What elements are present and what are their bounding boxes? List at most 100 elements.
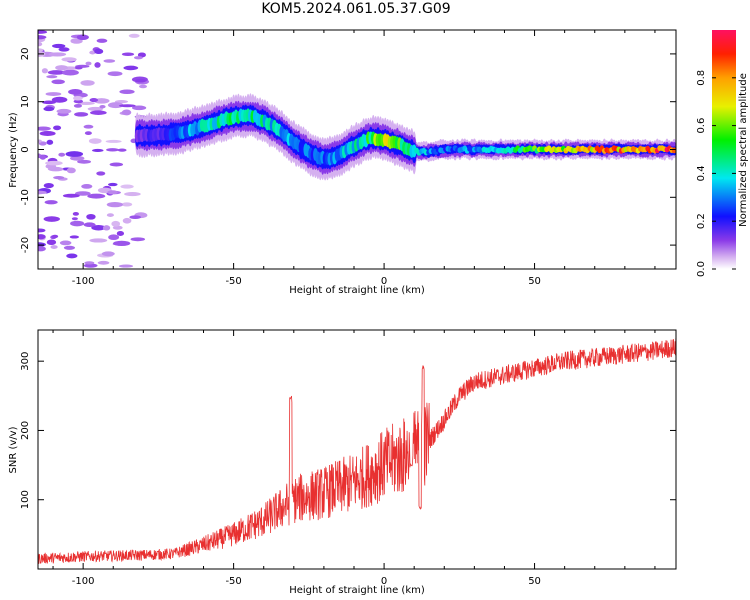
- colorbar-tick-label: 0.2: [696, 213, 707, 229]
- noise-blob: [61, 57, 77, 62]
- snr-x-tick-label: -100: [72, 576, 95, 587]
- noise-blob: [38, 30, 48, 34]
- noise-blob: [84, 131, 92, 136]
- noise-blob: [116, 231, 125, 237]
- noise-blob: [38, 139, 42, 143]
- noise-blob: [43, 216, 60, 222]
- noise-blob: [38, 190, 47, 195]
- noise-blob: [71, 217, 78, 221]
- noise-blob: [38, 228, 46, 233]
- noise-blob: [89, 238, 108, 243]
- snr-y-tick-label: 300: [20, 352, 31, 371]
- snr-axes: -100 -50 0 50 100 200 300: [20, 330, 676, 587]
- noise-blob: [122, 217, 132, 224]
- noise-blob: [65, 151, 84, 157]
- noise-blob: [130, 237, 146, 242]
- noise-blob: [84, 261, 95, 265]
- noise-blob: [43, 106, 55, 112]
- noise-blob: [50, 245, 58, 249]
- noise-blob: [139, 84, 148, 89]
- noise-blob: [85, 61, 92, 66]
- noise-blob: [121, 109, 132, 116]
- noise-blob: [99, 104, 106, 109]
- noise-blob: [80, 80, 95, 86]
- noise-blob: [52, 43, 66, 49]
- colorbar-tick-label: 0.4: [696, 165, 707, 181]
- snr-frame: [37, 329, 677, 570]
- noise-blob: [102, 225, 111, 231]
- noise-blob: [70, 155, 85, 161]
- spectrogram-y-tick-label: -10: [20, 189, 31, 205]
- noise-blob: [123, 65, 139, 71]
- noise-blob: [77, 159, 92, 164]
- noise-blob: [132, 105, 147, 111]
- snr-y-axis-label: SNR (v/v): [8, 426, 19, 473]
- noise-blob: [73, 96, 83, 101]
- noise-blob: [51, 96, 68, 103]
- snr-series-line: [38, 338, 676, 564]
- noise-blob: [51, 79, 65, 85]
- spectrogram-y-tick-label: 20: [20, 48, 31, 61]
- noise-blob: [72, 211, 79, 216]
- spectrogram-x-tick-label: 0: [381, 276, 387, 287]
- colorbar-gradient: [712, 30, 736, 269]
- ridge-cell: [671, 147, 676, 154]
- noise-blob: [118, 264, 134, 268]
- noise-blob: [53, 175, 65, 180]
- noise-blob: [83, 124, 94, 129]
- colorbar: 0.0 0.2 0.4 0.6 0.8 Normalized spectral ampl…: [696, 30, 749, 277]
- noise-blob: [83, 263, 98, 268]
- noise-blob: [73, 99, 84, 104]
- noise-blob: [107, 190, 118, 195]
- snr-x-tick-label: 50: [528, 576, 541, 587]
- noise-blob: [91, 148, 104, 153]
- snr-y-tick-label: 200: [20, 421, 31, 440]
- noise-blob: [46, 75, 58, 79]
- noise-blob: [107, 102, 124, 109]
- spectrogram-x-axis-label: Height of straight line (km): [289, 285, 425, 296]
- snr-y-tick-label: 100: [20, 490, 31, 509]
- noise-blob: [69, 235, 80, 239]
- noise-blob: [43, 182, 54, 189]
- noise-blob: [38, 35, 47, 40]
- spectrogram-y-tick-label: 10: [20, 95, 31, 108]
- noise-blob: [62, 193, 80, 198]
- noise-blob: [55, 65, 68, 71]
- spectrogram-heatmap: [38, 30, 676, 268]
- noise-blob: [91, 224, 106, 231]
- noise-blob: [103, 59, 116, 63]
- noise-blob: [42, 100, 56, 105]
- noise-blob: [41, 68, 48, 74]
- noise-blob: [66, 167, 76, 174]
- noise-blob: [86, 213, 96, 220]
- chart-title: KOM5.2024.061.05.37.G09: [261, 1, 451, 17]
- noise-blob: [61, 69, 79, 76]
- noise-blob: [68, 88, 83, 95]
- noise-blob: [59, 240, 72, 246]
- noise-blob: [112, 225, 123, 230]
- noise-blob: [66, 253, 78, 259]
- noise-blob: [39, 131, 56, 136]
- noise-blob: [113, 240, 131, 247]
- spectrogram-y-axis-label: Frequency (Hz): [8, 112, 19, 188]
- noise-blob: [38, 242, 46, 247]
- noise-blob: [120, 184, 134, 189]
- noise-blob: [105, 139, 122, 143]
- noise-blob: [124, 192, 141, 197]
- noise-blob: [88, 138, 102, 144]
- colorbar-tick-label: 0.6: [696, 118, 707, 134]
- noise-blob: [89, 98, 99, 103]
- noise-blob: [38, 246, 46, 252]
- noise-blob: [56, 108, 72, 114]
- snr-x-axis-label: Height of straight line (km): [289, 585, 425, 596]
- noise-blob: [74, 191, 91, 196]
- noise-blob: [121, 202, 133, 207]
- noise-blob: [47, 70, 66, 75]
- noise-blob: [90, 110, 107, 115]
- spectrogram-y-tick-label: 0: [20, 146, 31, 152]
- noise-blob: [38, 42, 43, 47]
- noise-blob: [108, 234, 120, 241]
- noise-blob: [87, 193, 106, 199]
